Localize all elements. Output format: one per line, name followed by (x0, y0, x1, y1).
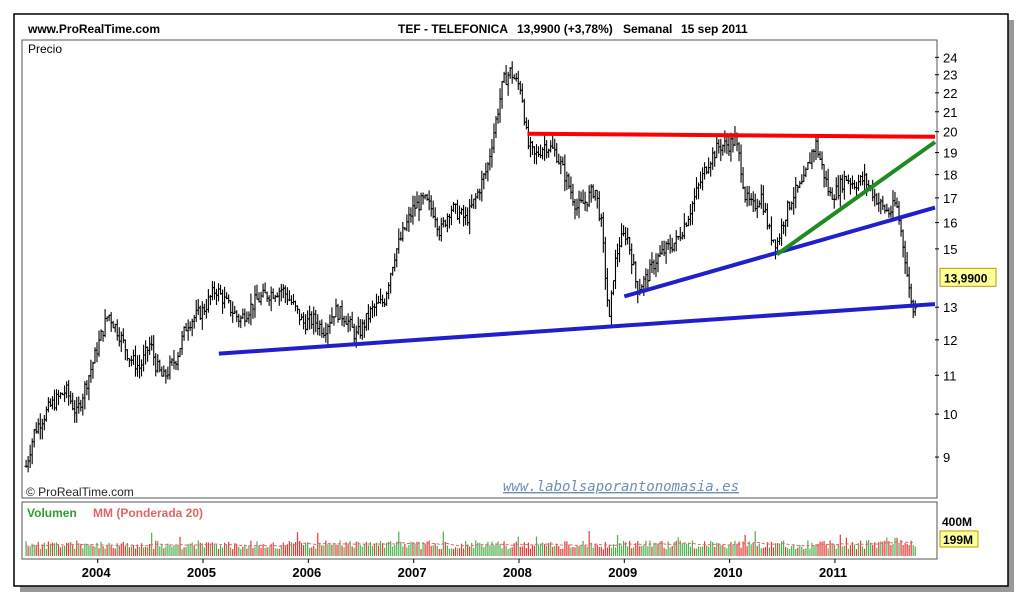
y-tick-label: 15 (943, 242, 957, 257)
price-panel (21, 39, 938, 499)
y-tick-label: 21 (943, 105, 957, 120)
y-tick-label: 20 (943, 125, 957, 140)
x-tick-label: 2010 (714, 565, 743, 580)
site-label: www.ProRealTime.com (27, 22, 160, 36)
price-panel-label: Precio (28, 42, 62, 56)
volume-last-tag (939, 530, 979, 548)
y-tick-label: 23 (943, 68, 957, 83)
y-tick-label: 19 (943, 146, 957, 161)
x-tick-label: 2004 (82, 565, 112, 580)
x-tick-label: 2006 (292, 565, 321, 580)
y-tick-label: 18 (943, 168, 957, 183)
price-axis: 9 10 11 12 13 15 16 17 18 19 20 21 22 23 24 (935, 50, 957, 465)
volume-bars (25, 531, 916, 556)
y-tick-label: 10 (943, 407, 957, 422)
last-price-tag (939, 267, 997, 287)
y-tick-label: 22 (943, 86, 957, 101)
x-tick-label: 2007 (398, 565, 427, 580)
y-tick-label: 16 (943, 216, 957, 231)
y-tick-label: 17 (943, 191, 957, 206)
volume-ma-label: MM (Ponderada 20) (93, 506, 203, 520)
trendline-long-support (218, 302, 936, 356)
x-tick-label: 2008 (503, 565, 532, 580)
period-label: Semanal (623, 22, 672, 36)
time-axis: 2004 2005 2006 2007 2008 2009 2010 2011 (82, 559, 847, 580)
header-bar (16, 16, 1006, 38)
y-tick-label: 12 (943, 333, 957, 348)
x-tick-label: 2005 (187, 565, 216, 580)
price-series (24, 61, 917, 473)
y-tick-label: 11 (943, 368, 957, 383)
watermark-link[interactable]: www.labolsaporantonomasia.es (503, 479, 739, 495)
trendline-short-uptrend (775, 140, 937, 256)
y-tick-label: 13 (943, 300, 957, 315)
y-tick-label: 9 (943, 450, 950, 465)
volume-last-tag-value: 199M (943, 533, 973, 547)
instrument-label: TEF - TELEFONICA (398, 22, 508, 36)
volume-ma-line (26, 541, 916, 547)
date-label: 15 sep 2011 (681, 22, 748, 36)
volume-label: Volumen (27, 506, 77, 520)
trendline-resistance (527, 131, 936, 139)
x-tick-label: 2009 (608, 565, 637, 580)
last-price-header: 13,9900 (+3,78%) (517, 22, 613, 36)
copyright-label: © ProRealTime.com (26, 485, 134, 499)
volume-tick-top: 400M (942, 515, 972, 529)
y-tick-label: 24 (943, 50, 957, 65)
x-tick-label: 2011 (819, 565, 847, 580)
trendlines (218, 131, 937, 356)
last-price-tag-value: 13,9900 (944, 271, 988, 285)
